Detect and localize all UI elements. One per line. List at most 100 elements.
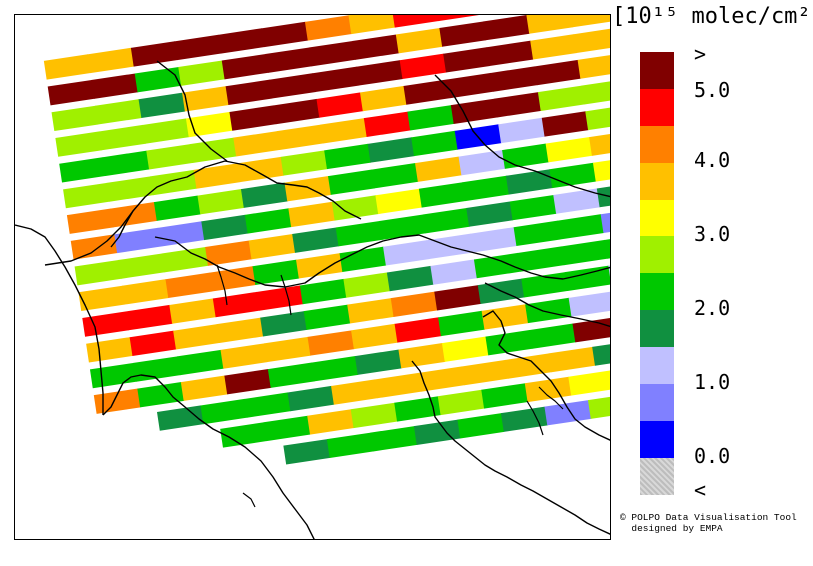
swath-pixel [391,15,439,28]
swath-row [220,370,610,448]
swath-pixel [156,405,204,431]
swath-pixel [150,169,197,196]
swath-pixel [592,340,610,366]
swath-pixel [176,349,224,376]
swath-pixel [403,79,451,105]
satellite-swath-layer [43,15,610,465]
border-austria-east [434,74,610,198]
swath-pixel [106,176,154,202]
swath-pixel [130,41,178,67]
map-canvas[interactable] [15,15,611,540]
swath-pixel [509,194,557,221]
swath-pixel [418,366,465,392]
swath-pixel [212,291,260,318]
swath-pixel [225,79,273,106]
swath-pixel [443,47,491,73]
color-bar-label: < [694,478,707,502]
swath-pixel [146,144,194,170]
swath-pixel [537,85,585,111]
swath-pixel [395,27,443,54]
swath-row [63,104,610,209]
swath-pixel [481,383,529,409]
swath-pixel [102,150,150,176]
swath-pixel [59,157,107,183]
swath-pixel [200,398,248,425]
swath-pixel [208,266,256,292]
swath-pixel [197,189,245,215]
swath-row [66,130,610,234]
swath-pixel [528,323,576,349]
swath-pixel [560,239,608,266]
swath-pixel [229,105,277,131]
swath-pixel [439,21,487,47]
swath-pixel [390,291,438,317]
island-krk [538,386,564,410]
swath-pixel [541,111,589,137]
swath-pixel [517,246,565,272]
swath-pixel [413,419,461,445]
swath-pixel [379,214,427,240]
swath-pixel [490,66,538,92]
swath-pixel [153,195,201,221]
color-bar-label: 4.0 [694,148,731,172]
swath-pixel [587,393,610,419]
swath-pixel [331,379,378,405]
swath-pixel [374,372,422,399]
swath-pixel [121,279,169,305]
swath-pixel [95,99,142,125]
map-panel[interactable] [14,14,611,540]
swath-pixel [133,356,181,382]
swath-row [82,233,610,337]
color-bar-bin [640,273,674,311]
swath-pixel [267,362,315,388]
swath-pixel [331,195,379,221]
island-elba [242,492,256,508]
swath-pixel [466,201,514,227]
swath-pixel [441,336,489,362]
swath-pixel [371,163,419,189]
swath-pixel [513,220,561,247]
swath-pixel [182,86,229,112]
color-bar-bin [640,347,674,385]
swath-pixel [482,15,530,41]
swath-pixel [137,382,185,408]
swath-pixel [418,182,466,208]
color-bar-label: > [694,42,707,66]
swath-pixel [577,53,610,79]
swath-pixel [398,343,446,369]
swath-pixel [125,304,173,331]
swath-row [59,79,610,183]
swath-pixel [180,375,228,401]
swath-pixel [370,426,418,452]
border-germany [156,60,228,162]
swath-pixel [564,265,610,291]
swath-pixel [129,330,177,356]
swath-pixel [411,130,459,157]
swath-pixel [343,272,391,298]
color-bar-label: 3.0 [694,222,731,246]
swath-pixel [272,98,320,125]
swath-row [70,156,610,260]
lake-garda [280,274,292,316]
swath-pixel [87,47,135,74]
swath-pixel [256,285,304,311]
swath-pixel [548,346,596,373]
swath-pixel [481,304,529,330]
swath-row [55,53,610,157]
swath-pixel [174,34,222,61]
swath-row [74,181,610,286]
swath-pixel [307,409,355,435]
swath-pixel [70,234,118,260]
swath-pixel [498,117,546,144]
swath-pixel [505,169,553,195]
swath-pixel [500,406,548,432]
swath-pixel [530,34,578,60]
coastline-croatia [482,310,610,441]
credit-line-2: designed by EMPA [620,523,723,534]
border-switzerland [44,160,362,266]
coastline-italy-east [411,360,610,535]
color-bar-bin [640,52,674,89]
legend-title: [10¹⁵ molec/cm²] [612,4,813,29]
swath-pixel [572,317,610,343]
swath-pixel [91,73,139,99]
